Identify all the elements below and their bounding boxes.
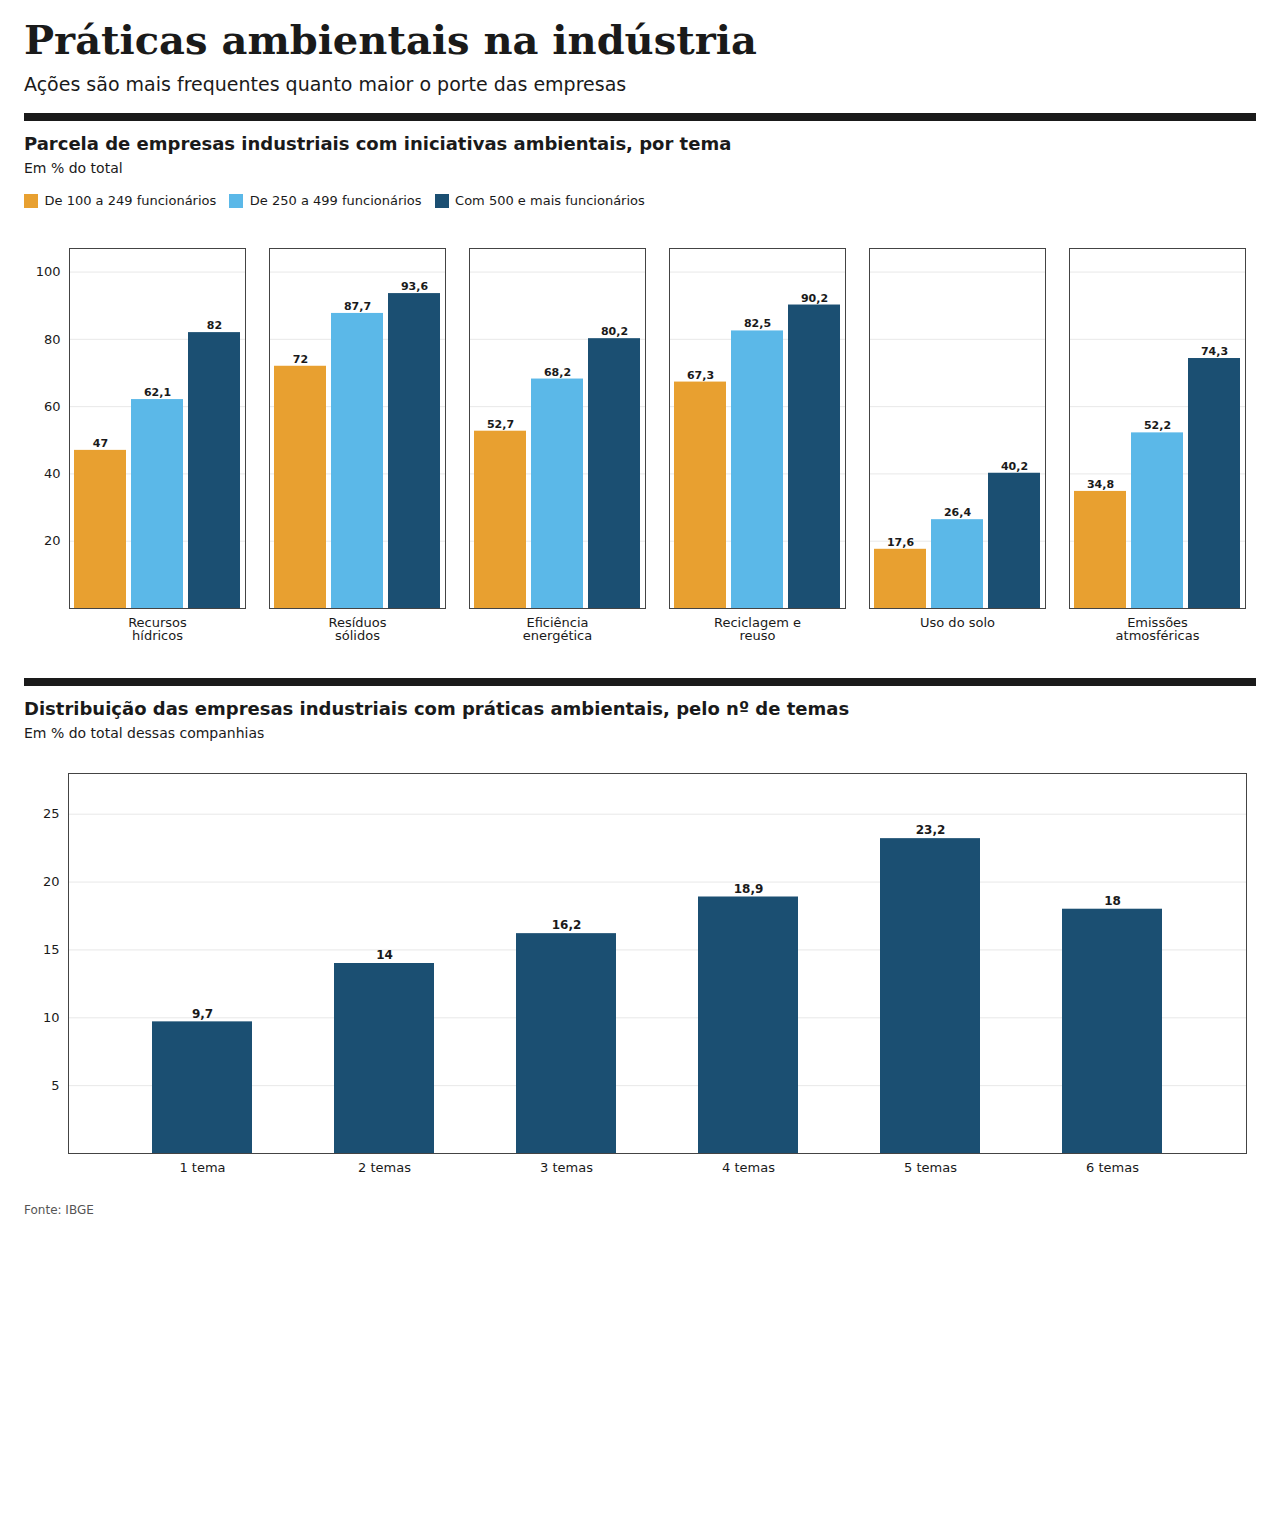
svg-text:80,2: 80,2	[601, 325, 628, 338]
svg-text:14: 14	[376, 948, 393, 962]
svg-text:Resíduossólidos: Resíduossólidos	[328, 614, 386, 642]
svg-text:2 temas: 2 temas	[358, 1159, 411, 1174]
svg-text:74,3: 74,3	[1201, 345, 1228, 358]
svg-text:18: 18	[1104, 894, 1121, 908]
svg-text:23,2: 23,2	[916, 823, 946, 837]
svg-text:Recursoshídricos: Recursoshídricos	[128, 614, 187, 642]
svg-text:5: 5	[51, 1077, 59, 1092]
svg-text:67,3: 67,3	[687, 368, 714, 381]
html-text:Em % do total dessas companhia: Em % do total dessas companhias	[24, 724, 265, 741]
svg-text:Emissõesatmosféricas: Emissõesatmosféricas	[1116, 614, 1200, 642]
html-text:Distribuição das empresas indu: Distribuição das empresas industriais co…	[24, 697, 850, 719]
svg-text:100: 100	[36, 264, 61, 279]
html-text:De 250 a 499 funcionários: De 250 a 499 funcionários	[249, 193, 422, 208]
html-text:Ações são mais frequentes quan: Ações são mais frequentes quanto maior o…	[24, 73, 627, 95]
svg-text:1 tema: 1 tema	[179, 1159, 225, 1174]
svg-text:20: 20	[44, 533, 61, 548]
svg-text:4 temas: 4 temas	[722, 1159, 775, 1174]
svg-text:Reciclagem ereuso: Reciclagem ereuso	[714, 614, 801, 642]
svg-text:20: 20	[43, 874, 60, 889]
svg-text:16,2: 16,2	[552, 918, 582, 932]
svg-text:47: 47	[93, 436, 108, 449]
svg-text:18,9: 18,9	[734, 881, 764, 895]
svg-text:68,2: 68,2	[544, 365, 571, 378]
html-text:Com 500 e mais funcionários: Com 500 e mais funcionários	[455, 193, 645, 208]
svg-text:90,2: 90,2	[801, 291, 828, 304]
svg-text:80: 80	[44, 331, 61, 346]
svg-text:82,5: 82,5	[744, 317, 771, 330]
html-text:Parcela de empresas industriai: Parcela de empresas industriais com inic…	[24, 133, 732, 154]
html-text:Práticas ambientais na indústr: Práticas ambientais na indústria	[24, 16, 757, 63]
svg-text:52,7: 52,7	[487, 417, 514, 430]
svg-text:87,7: 87,7	[344, 299, 371, 312]
svg-text:6 temas: 6 temas	[1086, 1159, 1139, 1174]
svg-text:40: 40	[44, 466, 61, 481]
svg-text:93,6: 93,6	[401, 280, 428, 293]
svg-text:Eficiênciaenergética: Eficiênciaenergética	[523, 614, 592, 642]
svg-text:5 temas: 5 temas	[904, 1159, 957, 1174]
svg-text:62,1: 62,1	[144, 386, 171, 399]
svg-text:9,7: 9,7	[192, 1006, 213, 1020]
svg-text:26,4: 26,4	[944, 506, 971, 519]
html-text:De 100 a 249 funcionários: De 100 a 249 funcionários	[44, 193, 217, 208]
svg-text:15: 15	[43, 942, 60, 957]
svg-text:3 temas: 3 temas	[540, 1159, 593, 1174]
svg-text:82: 82	[207, 319, 222, 332]
svg-text:60: 60	[44, 398, 61, 413]
svg-text:Uso do solo: Uso do solo	[920, 614, 995, 629]
svg-text:40,2: 40,2	[1001, 459, 1028, 472]
svg-text:17,6: 17,6	[887, 535, 914, 548]
html-text:Fonte: IBGE: Fonte: IBGE	[24, 1202, 94, 1217]
svg-text:34,8: 34,8	[1087, 477, 1114, 490]
svg-text:10: 10	[43, 1009, 60, 1024]
svg-text:72: 72	[293, 352, 308, 365]
svg-text:25: 25	[43, 806, 60, 821]
html-text:Em % do total: Em % do total	[24, 160, 123, 176]
svg-text:52,2: 52,2	[1144, 419, 1171, 432]
